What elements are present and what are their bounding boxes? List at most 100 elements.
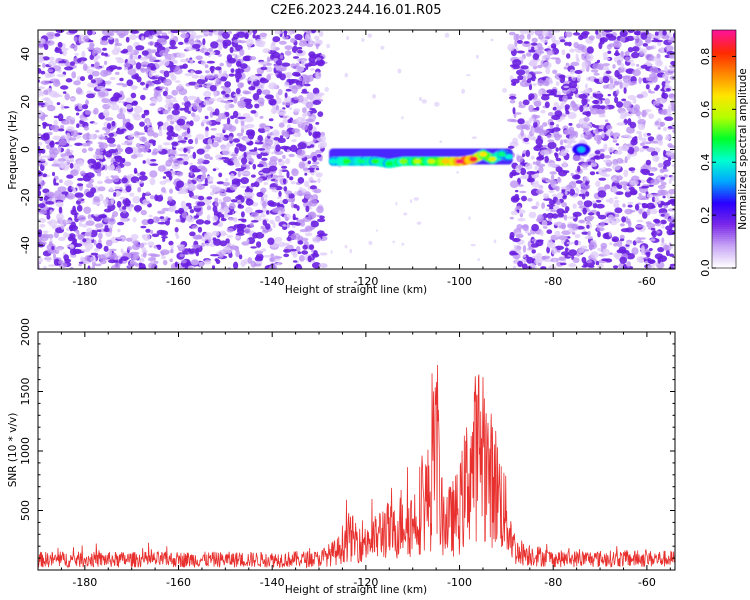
noise-blob	[203, 90, 212, 98]
noise-blob	[167, 196, 173, 202]
noise-blob	[654, 196, 660, 202]
colorbar-segment	[712, 150, 736, 154]
noise-blob	[511, 172, 520, 176]
noise-blob	[604, 184, 611, 189]
signal-peak	[455, 158, 464, 164]
noise-blob	[236, 228, 245, 234]
noise-blob	[78, 261, 84, 264]
noise-blob	[401, 116, 404, 120]
noise-blob	[456, 171, 459, 174]
noise-blob	[616, 175, 623, 181]
colorbar-segment	[712, 172, 736, 176]
noise-blob	[665, 250, 670, 257]
noise-blob	[309, 180, 317, 183]
noise-blob	[103, 245, 109, 252]
noise-blob	[222, 31, 230, 39]
noise-blob	[194, 83, 200, 90]
colorbar-segment	[712, 240, 736, 243]
noise-blob	[595, 180, 601, 188]
noise-blob	[58, 260, 64, 265]
noise-blob	[516, 249, 521, 252]
noise-blob	[542, 226, 548, 229]
noise-blob	[54, 33, 61, 37]
noise-blob	[654, 200, 659, 206]
noise-blob	[563, 66, 568, 70]
colorbar-segment	[712, 115, 736, 118]
noise-blob	[154, 194, 159, 201]
noise-blob	[75, 87, 83, 94]
noise-blob	[307, 255, 312, 263]
noise-blob	[228, 136, 234, 142]
noise-blob	[562, 95, 568, 102]
noise-blob	[118, 33, 125, 39]
noise-blob	[307, 211, 317, 219]
noise-blob	[78, 40, 85, 44]
colorbar-segment	[712, 168, 736, 172]
noise-blob	[39, 197, 44, 201]
noise-blob	[233, 158, 240, 165]
noise-blob	[657, 184, 666, 189]
noise-blob	[651, 196, 656, 203]
noise-blob	[204, 51, 210, 56]
noise-blob	[190, 182, 194, 189]
noise-blob	[89, 217, 93, 220]
noise-blob	[470, 243, 476, 247]
noise-blob	[87, 30, 93, 36]
noise-blob	[78, 221, 83, 227]
noise-blob	[45, 201, 55, 205]
noise-blob	[645, 53, 655, 62]
noise-blob	[189, 231, 196, 237]
noise-blob	[202, 38, 206, 46]
noise-blob	[94, 223, 104, 229]
noise-blob	[194, 234, 203, 240]
noise-blob	[521, 153, 526, 158]
noise-blob	[648, 113, 655, 119]
noise-blob	[596, 59, 601, 64]
noise-blob	[176, 180, 185, 188]
noise-blob	[226, 227, 234, 233]
noise-blob	[237, 136, 242, 140]
noise-blob	[220, 100, 228, 103]
noise-blob	[178, 207, 185, 214]
noise-blob	[256, 241, 262, 248]
noise-blob	[664, 213, 669, 220]
noise-blob	[601, 258, 609, 262]
noise-blob	[225, 238, 230, 244]
noise-blob	[509, 180, 519, 188]
signal-peak	[488, 156, 497, 162]
noise-blob	[259, 123, 267, 129]
noise-blob	[584, 235, 594, 240]
noise-blob	[550, 209, 557, 213]
noise-blob	[300, 221, 306, 227]
noise-blob	[616, 122, 626, 126]
noise-blob	[293, 84, 302, 90]
noise-blob	[105, 196, 109, 204]
noise-blob	[72, 237, 76, 245]
noise-blob	[61, 121, 66, 124]
noise-blob	[71, 71, 77, 79]
noise-blob	[531, 127, 535, 134]
noise-blob	[116, 237, 126, 240]
noise-blob	[597, 247, 602, 252]
noise-blob	[625, 227, 635, 233]
noise-blob	[434, 101, 440, 107]
noise-blob	[297, 251, 302, 254]
colorbar-segment	[712, 97, 736, 101]
colorbar-segment	[712, 156, 736, 160]
noise-blob	[60, 104, 65, 111]
noise-blob	[556, 105, 561, 112]
colorbar-segment	[712, 204, 736, 208]
noise-blob	[219, 240, 228, 247]
noise-blob	[277, 158, 282, 163]
noise-blob	[216, 121, 221, 125]
noise-blob	[213, 186, 221, 192]
noise-blob	[269, 264, 278, 269]
noise-blob	[284, 190, 293, 195]
noise-blob	[245, 151, 252, 155]
noise-blob	[290, 248, 297, 252]
noise-blob	[547, 139, 555, 143]
noise-blob	[161, 32, 168, 37]
noise-blob	[601, 131, 605, 139]
noise-blob	[167, 149, 176, 157]
noise-blob	[171, 133, 179, 138]
